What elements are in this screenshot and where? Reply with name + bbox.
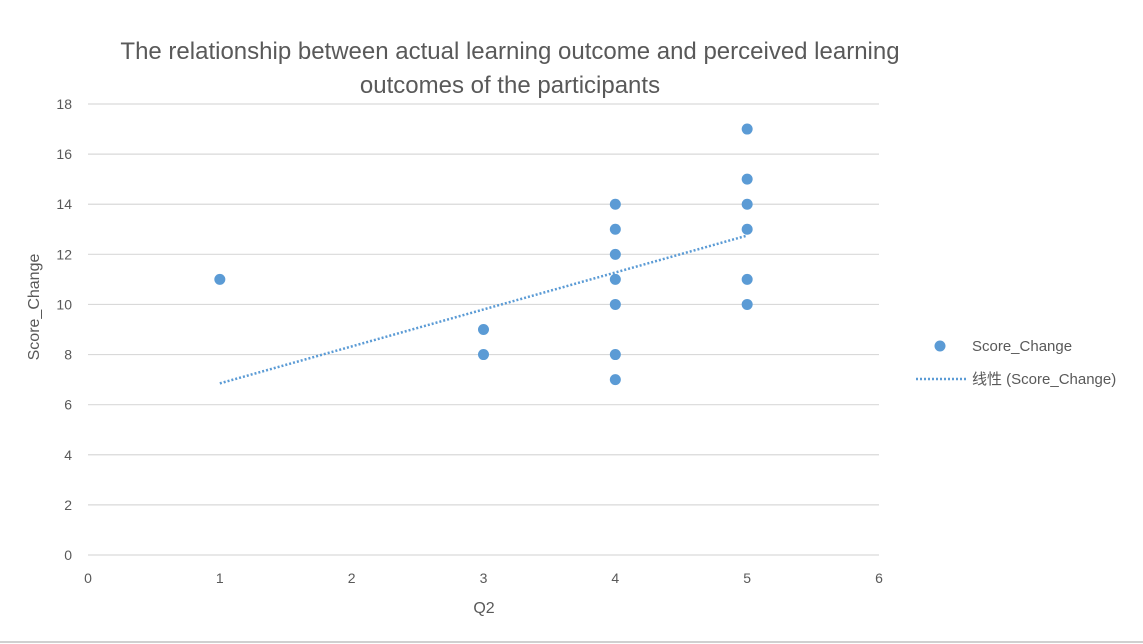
y-tick-label: 10 [56, 296, 72, 312]
chart-title-line-2: outcomes of the participants [359, 72, 661, 99]
data-point-0-0 [214, 273, 226, 285]
y-tick-label: 2 [64, 497, 72, 513]
legend-label-trendline: 线性 (Score_Change) [972, 371, 1116, 388]
data-point-0-5 [609, 248, 621, 260]
data-point-0-8 [609, 349, 621, 361]
x-axis-label: Q2 [473, 600, 494, 617]
data-point-0-6 [609, 273, 621, 285]
data-point-0-9 [609, 374, 621, 386]
data-point-0-15 [741, 298, 753, 310]
y-tick-label: 14 [56, 196, 72, 212]
chart-title-line-1: The relationship between actual learning… [120, 38, 900, 65]
x-tick-label: 6 [875, 570, 883, 586]
x-tick-label: 1 [216, 570, 224, 586]
y-tick-label: 18 [56, 96, 72, 112]
y-tick-label: 0 [64, 547, 72, 563]
data-point-0-7 [609, 298, 621, 310]
x-tick-label: 5 [743, 570, 751, 586]
legend-label-score-change: Score_Change [972, 338, 1072, 355]
data-point-0-11 [741, 173, 753, 185]
y-tick-label: 4 [64, 447, 72, 463]
data-point-0-4 [609, 223, 621, 235]
x-tick-label: 0 [84, 570, 92, 586]
data-point-0-14 [741, 273, 753, 285]
y-axis-label: Score_Change [26, 254, 43, 361]
data-point-0-1 [478, 324, 489, 335]
y-tick-label: 8 [64, 347, 72, 363]
y-tick-label: 12 [56, 246, 72, 262]
y-tick-label: 16 [56, 146, 72, 162]
bottom-border [0, 641, 1143, 643]
x-tick-label: 4 [611, 570, 619, 586]
data-points [214, 123, 753, 386]
data-point-0-12 [741, 198, 753, 210]
x-tick-label: 3 [480, 570, 488, 586]
legend: Score_Change 线性 (Score_Change) [916, 338, 1116, 388]
data-point-0-13 [741, 223, 753, 235]
y-tick-label: 6 [64, 397, 72, 413]
trendline-layer [219, 234, 748, 385]
legend-marker-score-change [934, 340, 946, 352]
data-point-0-10 [741, 123, 753, 135]
x-tick-label: 2 [348, 570, 356, 586]
data-point-0-2 [478, 349, 489, 361]
trendline [219, 234, 748, 385]
data-point-0-3 [609, 198, 621, 210]
